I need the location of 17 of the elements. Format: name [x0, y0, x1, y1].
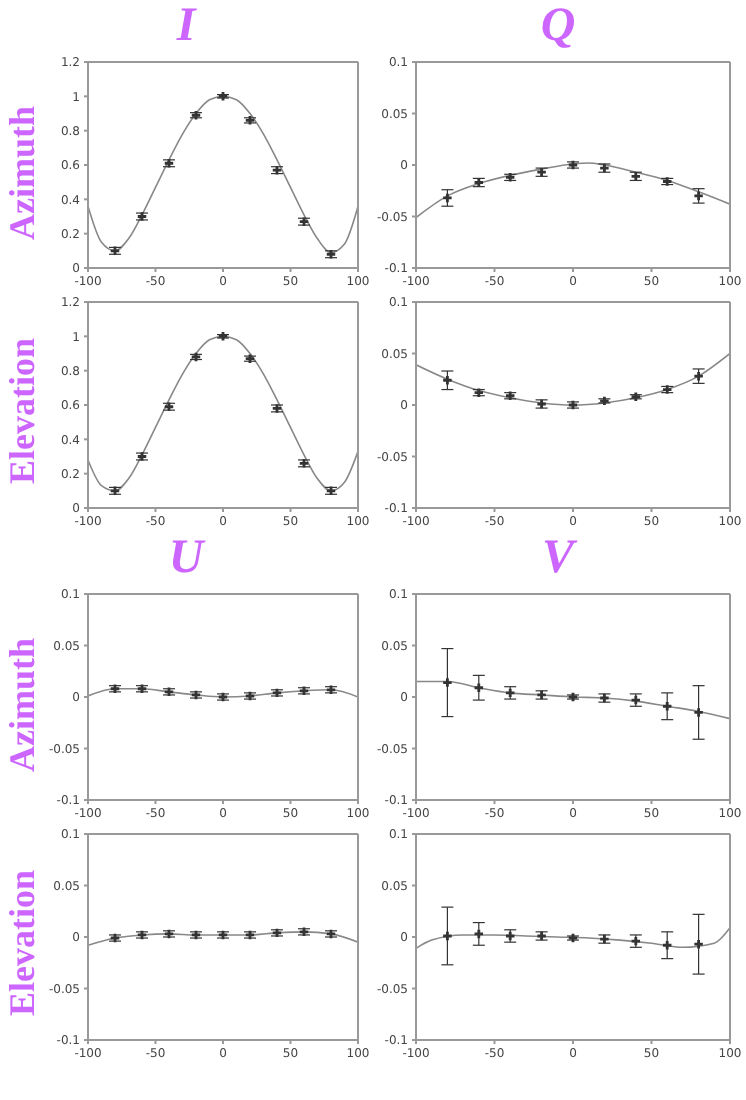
chart-title: I: [174, 0, 199, 52]
point: [443, 678, 452, 687]
line-series: [88, 335, 358, 492]
chart-title: U: [166, 532, 208, 584]
y-axis-title: Elevation: [1, 870, 43, 1017]
point: [443, 376, 452, 385]
y-axis-title: Elevation: [1, 338, 43, 485]
line-series: [416, 680, 730, 720]
y-axis-title: Azimuth: [1, 105, 43, 239]
line-series: [416, 926, 730, 950]
line-series: [416, 162, 730, 219]
y-axis-title: Azimuth: [1, 637, 43, 771]
chart-title: V: [539, 532, 579, 584]
chart-title: Q: [538, 0, 578, 52]
point: [694, 708, 703, 717]
point: [662, 702, 672, 711]
point: [474, 683, 484, 692]
